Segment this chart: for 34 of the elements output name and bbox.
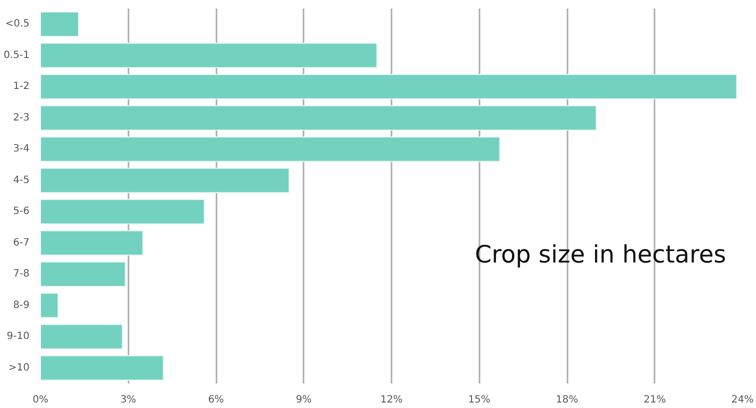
bar [40, 105, 597, 131]
bar [40, 230, 144, 256]
bar [40, 324, 123, 350]
y-tick-label: 3-4 [13, 144, 30, 155]
bar [40, 42, 378, 68]
y-tick-label: <0.5 [5, 18, 30, 30]
bar [40, 168, 290, 194]
annotation: Crop size in hectares [474, 240, 726, 268]
y-tick-label: 4-5 [13, 174, 30, 186]
bar [40, 355, 164, 381]
x-tick-label: 18% [556, 394, 578, 406]
x-tick-label: 3% [120, 394, 136, 406]
x-tick-label: 9% [296, 394, 312, 406]
x-tick-label: 21% [644, 394, 666, 406]
y-tick-label: 9-10 [6, 331, 30, 342]
bar [40, 292, 59, 318]
bar [40, 261, 126, 287]
y-tick-label: 6-7 [13, 237, 30, 248]
x-tick-label: 6% [208, 394, 224, 406]
bar [40, 136, 500, 162]
y-tick-label: 2-3 [13, 112, 30, 124]
bar [40, 11, 80, 37]
bar [40, 198, 205, 224]
y-tick-label: >10 [8, 362, 30, 374]
x-tick-label: 24% [731, 394, 754, 406]
x-tick-label: 0% [32, 394, 48, 406]
y-tick-label: 7-8 [13, 268, 30, 280]
x-tick-label: 15% [468, 394, 490, 406]
y-tick-label: 0.5-1 [4, 50, 30, 61]
x-tick-label: 12% [380, 394, 403, 406]
bar [40, 74, 738, 100]
y-tick-label: 5-6 [13, 206, 30, 218]
y-tick-label: 8-9 [13, 300, 30, 311]
y-tick-label: 1-2 [13, 81, 30, 92]
